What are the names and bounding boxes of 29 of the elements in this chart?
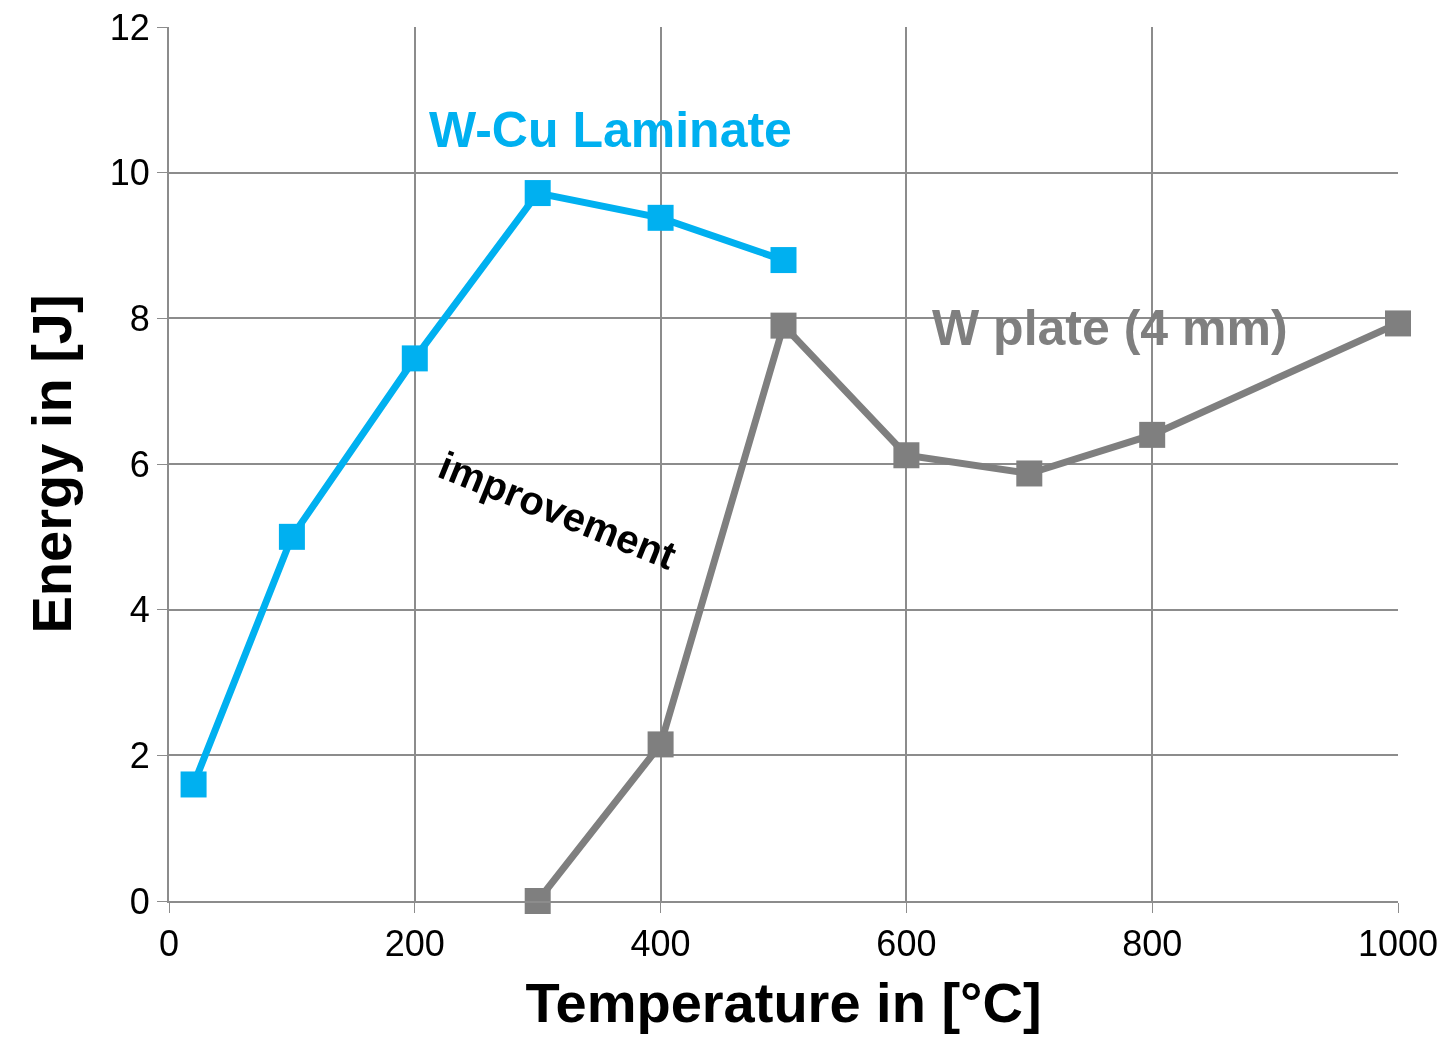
point (524, 888, 551, 914)
y-tick-label: 2 (129, 734, 150, 776)
y-tick-label: 10 (109, 152, 150, 194)
point (647, 204, 674, 231)
point (893, 442, 920, 469)
point (524, 180, 551, 207)
y-tick-label: 12 (109, 6, 150, 48)
point (180, 771, 207, 798)
point (1016, 460, 1043, 487)
x-tick-label: 600 (876, 923, 937, 965)
point (401, 345, 428, 372)
x-tick-label: 1000 (1357, 923, 1439, 965)
y-tick-label: 6 (129, 443, 150, 485)
x-tick-label: 0 (158, 923, 180, 965)
y-axis-title: Energy in [J] (20, 294, 84, 634)
x-axis-title: Temperature in [°C] (525, 971, 1042, 1035)
point (1139, 421, 1166, 448)
x-tick-label: 400 (630, 923, 691, 965)
y-tick-label: 0 (129, 880, 150, 922)
series-label: W-Cu Laminate (429, 102, 792, 158)
point (1385, 310, 1411, 337)
point (770, 312, 797, 339)
y-tick-label: 8 (129, 297, 150, 339)
point (770, 247, 797, 274)
y-tick-label: 4 (129, 589, 150, 631)
point (647, 731, 674, 758)
x-tick-label: 200 (384, 923, 445, 965)
x-tick-label: 800 (1122, 923, 1183, 965)
point (278, 523, 305, 550)
